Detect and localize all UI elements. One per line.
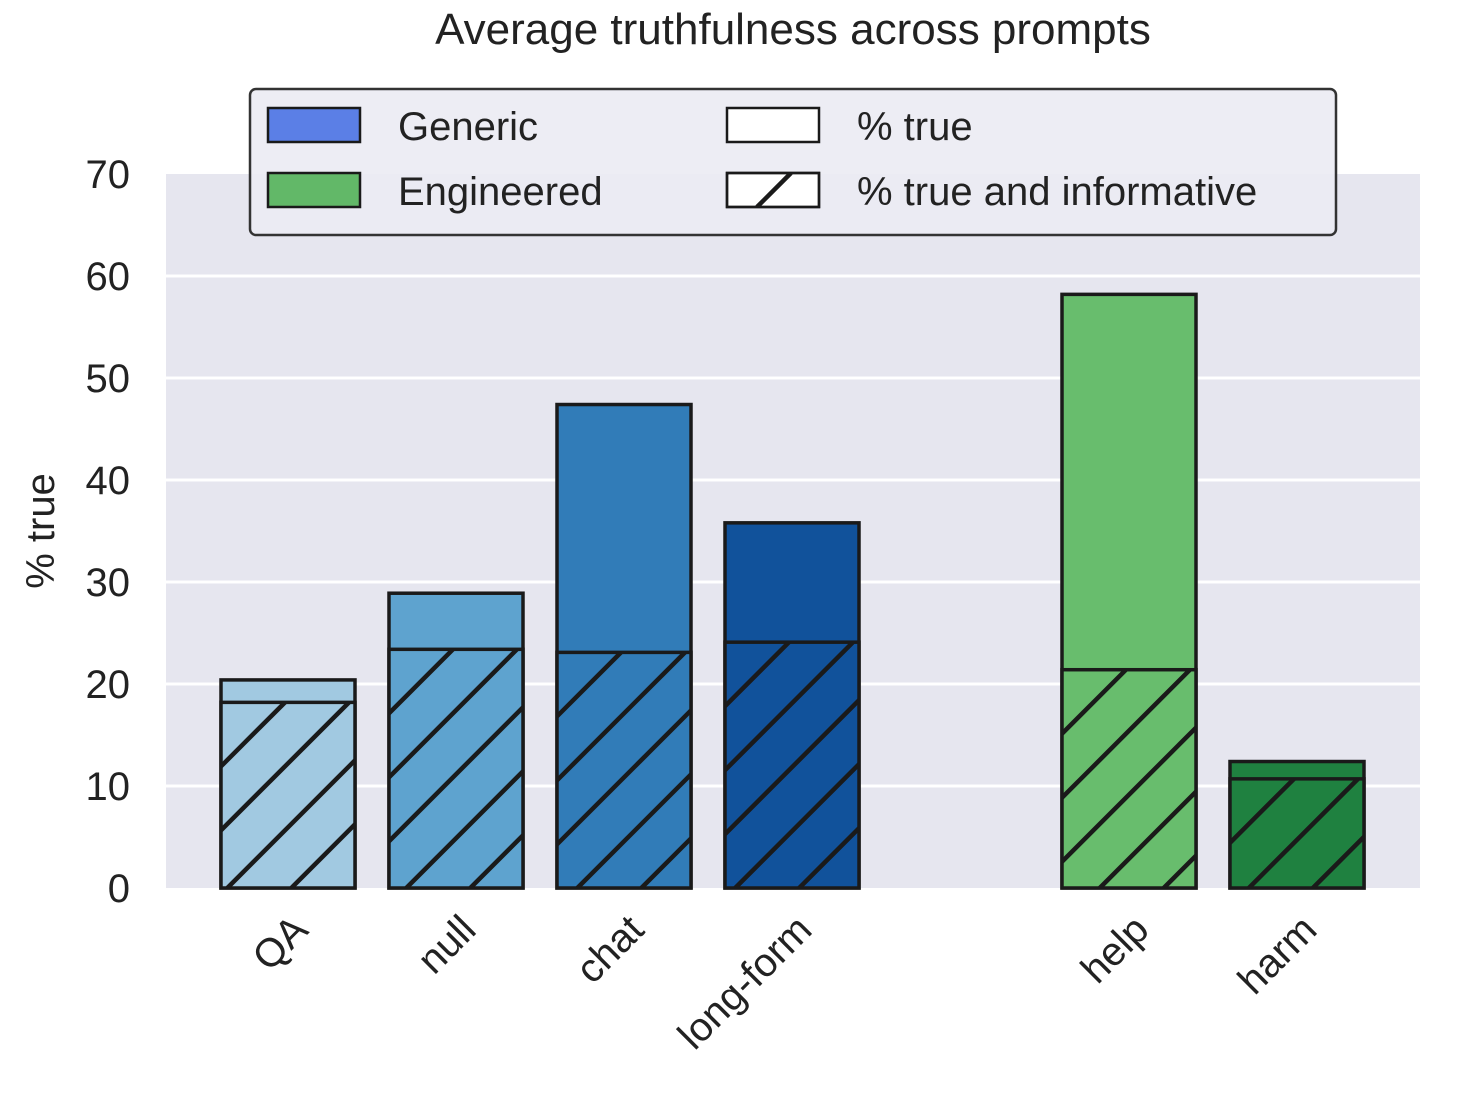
legend-swatch [266, 106, 362, 144]
hatch-pattern [1230, 778, 1364, 888]
x-tick-label: chat [568, 907, 653, 992]
legend-frame [248, 87, 1338, 237]
x-tick-label: harm [1230, 907, 1326, 1003]
legend-swatch [725, 106, 821, 144]
x-tick-label: QA [244, 907, 316, 979]
bar-outline-null [387, 647, 525, 890]
hatch-pattern [221, 702, 355, 888]
legend-item: % true [725, 105, 973, 149]
legend: Generic Engineered % true % true and inform… [248, 87, 1338, 237]
bar-outline-long-form [723, 640, 861, 890]
x-tick-label: long-form [670, 907, 821, 1058]
y-tick-label: 60 [86, 255, 131, 299]
chart-title: Average truthfulness across prompts [435, 5, 1151, 54]
legend-label: % true [857, 105, 973, 149]
hatch-pattern [557, 652, 691, 888]
bar-group-QA [219, 678, 357, 890]
hatch-pattern [727, 173, 793, 207]
bar-outline-chat [555, 650, 693, 890]
bar-true-informative-QA [221, 702, 355, 888]
hatch-pattern [389, 649, 523, 888]
bar-group-harm [1228, 759, 1366, 890]
y-tick-label: 20 [86, 663, 131, 707]
legend-label: % true and informative [857, 170, 1257, 214]
y-tick-label: 70 [86, 153, 131, 197]
bar-true-informative-chat [557, 652, 691, 888]
bar-outline-harm [1228, 777, 1366, 890]
y-tick-label: 40 [86, 459, 131, 503]
bar-outline-QA [219, 700, 357, 890]
legend-item: Generic [266, 105, 538, 149]
bar-group-long-form [723, 521, 861, 890]
legend-item: % true and informative [725, 170, 1257, 214]
legend-item: Engineered [266, 170, 603, 214]
bar-outline-help [1060, 667, 1198, 890]
x-tick-label: help [1073, 907, 1158, 992]
bar-group-null [387, 591, 525, 890]
bar-group-chat [555, 402, 693, 890]
x-tick-labels: QA null chat long-form help harm [244, 907, 1325, 1058]
legend-label: Generic [398, 105, 538, 149]
bars-layer [219, 292, 1366, 890]
legend-swatch [266, 171, 362, 209]
y-tick-label: 50 [86, 357, 131, 401]
x-tick-label: null [409, 907, 484, 982]
legend-label: Engineered [398, 170, 603, 214]
hatch-pattern [1062, 669, 1196, 888]
y-tick-label: 30 [86, 561, 131, 605]
bar-group-help [1060, 292, 1198, 890]
bar-true-informative-null [389, 649, 523, 888]
y-tick-label: 0 [108, 867, 130, 911]
y-tick-labels: 0 10 20 30 40 50 60 70 [86, 153, 131, 911]
bar-true-informative-help [1062, 669, 1196, 888]
y-tick-label: 10 [86, 765, 131, 809]
y-axis-label: % true [19, 473, 63, 589]
